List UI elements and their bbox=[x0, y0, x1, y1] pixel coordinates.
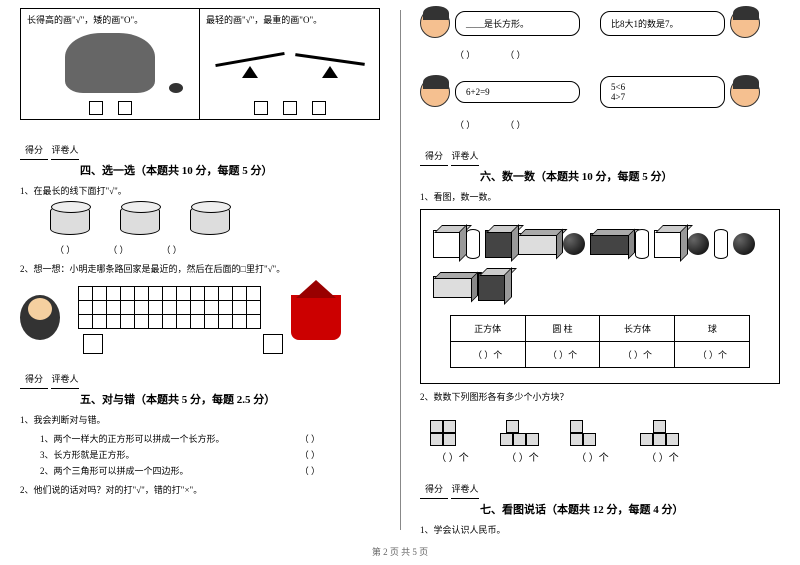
stack-ans-1[interactable]: （ ）个 bbox=[436, 449, 469, 464]
height-comparison: 长得高的画"√"，矮的画"O"。 bbox=[21, 9, 200, 119]
s6-q2: 2、数数下列图形各有多少个小方块？ bbox=[420, 390, 780, 403]
bubble-2: 比8大1的数是7。 bbox=[600, 11, 725, 36]
shape-count-table: 正方体 圆 柱 长方体 球 （ ）个 （ ）个 （ ）个 （ ）个 bbox=[450, 315, 751, 368]
ans-4[interactable]: （ ） bbox=[505, 118, 525, 131]
weight-comparison: 最轻的画"√"，最重的画"O"。 bbox=[200, 9, 379, 119]
s4-q1: 1、在最长的线下面打"√"。 bbox=[20, 184, 380, 197]
cube-stacks: （ ）个 （ ）个 （ ）个 （ ）个 bbox=[430, 411, 770, 464]
section5-title: 五、对与错（本题共 5 分，每题 2.5 分） bbox=[80, 391, 380, 407]
section7-header: 得分 评卷人 bbox=[420, 479, 780, 499]
face-2 bbox=[730, 8, 760, 38]
bubble-3: 6+2=9 bbox=[455, 81, 580, 103]
th-cyl: 圆 柱 bbox=[525, 316, 600, 342]
paren-2[interactable]: （ ） bbox=[108, 243, 128, 256]
path-question bbox=[20, 281, 380, 354]
face-3 bbox=[420, 77, 450, 107]
right-column: ____是长方形。 比8大1的数是7。 （ ） （ ） 6+2=9 5<64>7… bbox=[400, 0, 800, 540]
stack-ans-3[interactable]: （ ）个 bbox=[576, 449, 609, 464]
house-icon bbox=[291, 295, 341, 340]
left-column: 长得高的画"√"，矮的画"O"。 最轻的画"√"，最重的画"O"。 得分 评卷人 bbox=[0, 0, 400, 540]
paren-3[interactable]: （ ） bbox=[162, 243, 182, 256]
cylinder-row bbox=[50, 205, 380, 235]
score-label: 得分 bbox=[20, 140, 48, 160]
ans-2[interactable]: （ ） bbox=[505, 48, 525, 61]
paren-1[interactable]: （ ） bbox=[55, 243, 75, 256]
tf-3: 2、两个三角形可以拼成一个四边形。 bbox=[40, 464, 189, 477]
face-4 bbox=[730, 77, 760, 107]
shapes-box: 正方体 圆 柱 长方体 球 （ ）个 （ ）个 （ ）个 （ ）个 bbox=[420, 209, 780, 384]
cell-cuboid[interactable]: （ ）个 bbox=[600, 342, 675, 368]
section6-header: 得分 评卷人 bbox=[420, 146, 780, 166]
s6-q1: 1、看图，数一数。 bbox=[420, 190, 780, 203]
child-avatar bbox=[20, 295, 60, 340]
s7-q1: 1、学会认识人民币。 bbox=[420, 523, 780, 536]
section5-header: 得分 评卷人 bbox=[20, 369, 380, 389]
page-footer: 第 2 页 共 5 页 bbox=[0, 545, 800, 558]
section6-title: 六、数一数（本题共 10 分，每题 5 分） bbox=[480, 168, 780, 184]
tf-list: 1、两个一样大的正方形可以拼成一个长方形。（ ） 3、长方形就是正方形。（ ） … bbox=[40, 432, 380, 477]
section4-title: 四、选一选（本题共 10 分，每题 5 分） bbox=[80, 162, 380, 178]
s5-q2: 2、他们说的话对吗？对的打"√"，错的打"×"。 bbox=[20, 483, 380, 496]
face-1 bbox=[420, 8, 450, 38]
stack-ans-4[interactable]: （ ）个 bbox=[646, 449, 679, 464]
box2-label: 最轻的画"√"，最重的画"O"。 bbox=[206, 13, 373, 26]
tf-1: 1、两个一样大的正方形可以拼成一个长方形。 bbox=[40, 432, 225, 445]
comparison-box: 长得高的画"√"，矮的画"O"。 最轻的画"√"，最重的画"O"。 bbox=[20, 8, 380, 120]
th-cuboid: 长方体 bbox=[600, 316, 675, 342]
box1-label: 长得高的画"√"，矮的画"O"。 bbox=[27, 13, 193, 26]
cell-cyl[interactable]: （ ）个 bbox=[525, 342, 600, 368]
tf-2: 3、长方形就是正方形。 bbox=[40, 448, 135, 461]
stack-ans-2[interactable]: （ ）个 bbox=[506, 449, 539, 464]
cell-sphere[interactable]: （ ）个 bbox=[675, 342, 750, 368]
th-cube: 正方体 bbox=[450, 316, 525, 342]
ans-3[interactable]: （ ） bbox=[455, 118, 475, 131]
th-sphere: 球 bbox=[675, 316, 750, 342]
section4-header: 得分 评卷人 bbox=[20, 140, 380, 160]
speech-bubbles: ____是长方形。 比8大1的数是7。 bbox=[420, 8, 780, 38]
cell-cube[interactable]: （ ）个 bbox=[450, 342, 525, 368]
bubble-4: 5<64>7 bbox=[600, 76, 725, 108]
section7-title: 七、看图说话（本题共 12 分，每题 4 分） bbox=[480, 501, 780, 517]
s4-q2: 2、想一想：小明走哪条路回家是最近的，然后在后面的□里打"√"。 bbox=[20, 262, 380, 275]
reviewer-label: 评卷人 bbox=[51, 140, 79, 160]
cylinder-answers: （ ） （ ） （ ） bbox=[55, 243, 380, 256]
ans-1[interactable]: （ ） bbox=[455, 48, 475, 61]
bubble-1: ____是长方形。 bbox=[455, 11, 580, 36]
s5-q1: 1、我会判断对与错。 bbox=[20, 413, 380, 426]
